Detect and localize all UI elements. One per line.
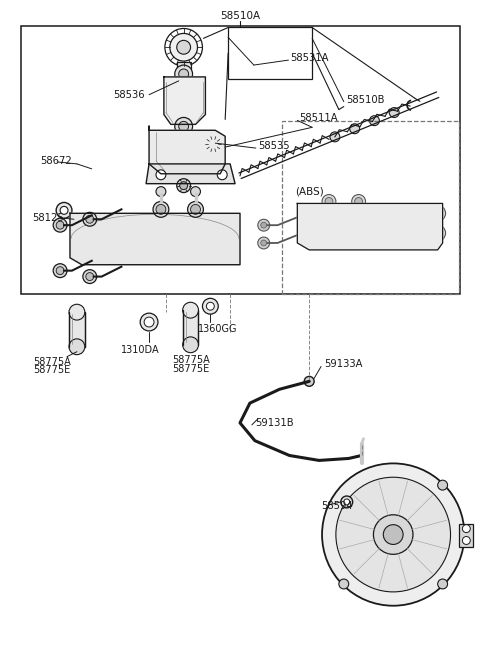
Bar [21, 25, 460, 294]
Circle shape [53, 263, 67, 278]
Circle shape [462, 525, 470, 533]
Circle shape [203, 299, 218, 314]
Circle shape [175, 65, 192, 83]
Circle shape [183, 337, 199, 353]
Text: 58535: 58535 [258, 141, 289, 151]
Circle shape [140, 313, 158, 331]
Text: 58536: 58536 [113, 90, 145, 100]
Circle shape [86, 215, 94, 223]
Circle shape [355, 198, 362, 205]
Text: 58775E: 58775E [172, 364, 209, 374]
Text: (ABS): (ABS) [295, 186, 324, 196]
Circle shape [86, 273, 94, 280]
Text: 58125: 58125 [33, 213, 64, 223]
Circle shape [156, 186, 166, 196]
Circle shape [336, 477, 451, 592]
Circle shape [350, 124, 360, 134]
Circle shape [165, 29, 203, 66]
Circle shape [261, 240, 267, 246]
Text: 58510A: 58510A [220, 10, 260, 21]
Circle shape [153, 201, 169, 217]
Bar [177, 62, 191, 70]
Circle shape [83, 213, 96, 226]
Circle shape [177, 40, 191, 54]
Circle shape [322, 194, 336, 209]
Circle shape [69, 304, 85, 320]
Circle shape [462, 537, 470, 544]
Circle shape [217, 170, 227, 180]
Bar [183, 310, 199, 345]
Circle shape [330, 132, 340, 141]
Polygon shape [297, 203, 443, 250]
Circle shape [183, 303, 199, 318]
Polygon shape [149, 126, 225, 174]
Text: 58775A: 58775A [33, 357, 71, 366]
Circle shape [258, 237, 270, 249]
Circle shape [156, 205, 166, 215]
Text: 58775E: 58775E [34, 366, 71, 376]
Circle shape [60, 207, 68, 215]
Circle shape [341, 496, 353, 508]
Circle shape [83, 270, 96, 284]
Circle shape [56, 203, 72, 218]
Circle shape [180, 182, 188, 190]
Text: 59131B: 59131B [255, 418, 293, 428]
Text: 58594: 58594 [321, 501, 353, 511]
Circle shape [207, 138, 219, 150]
Circle shape [322, 464, 464, 606]
Circle shape [304, 376, 314, 386]
Circle shape [56, 221, 64, 229]
Circle shape [370, 115, 379, 126]
Circle shape [389, 108, 399, 117]
Circle shape [179, 69, 189, 79]
Bar [69, 312, 85, 347]
Circle shape [179, 121, 189, 131]
Circle shape [69, 339, 85, 355]
Bar [228, 27, 312, 79]
Bar [459, 524, 473, 548]
Text: 58775A: 58775A [172, 355, 209, 364]
Circle shape [339, 579, 349, 589]
Text: 58531A: 58531A [290, 53, 329, 63]
Circle shape [352, 194, 366, 209]
Circle shape [191, 186, 201, 196]
Polygon shape [146, 164, 235, 184]
Circle shape [206, 303, 214, 310]
Polygon shape [70, 213, 240, 265]
Polygon shape [164, 77, 205, 125]
Circle shape [258, 219, 270, 231]
Text: 58672: 58672 [40, 156, 72, 166]
Text: 58510B: 58510B [346, 95, 384, 105]
Circle shape [53, 218, 67, 232]
Circle shape [438, 579, 447, 589]
Circle shape [344, 499, 350, 505]
Bar [281, 121, 459, 294]
Text: 58511A: 58511A [300, 113, 338, 123]
Circle shape [170, 33, 197, 61]
Circle shape [177, 179, 191, 192]
Circle shape [175, 117, 192, 135]
Circle shape [261, 222, 267, 228]
Circle shape [188, 201, 204, 217]
Text: 1360GG: 1360GG [197, 324, 237, 334]
Circle shape [384, 525, 403, 544]
Text: 59133A: 59133A [324, 359, 362, 368]
Circle shape [156, 170, 166, 180]
Circle shape [430, 205, 445, 221]
Circle shape [438, 480, 447, 490]
Circle shape [373, 515, 413, 554]
Circle shape [191, 205, 201, 215]
Circle shape [56, 267, 64, 274]
Circle shape [325, 198, 333, 205]
Circle shape [144, 317, 154, 327]
Text: 1310DA: 1310DA [121, 345, 160, 355]
Circle shape [430, 225, 445, 241]
